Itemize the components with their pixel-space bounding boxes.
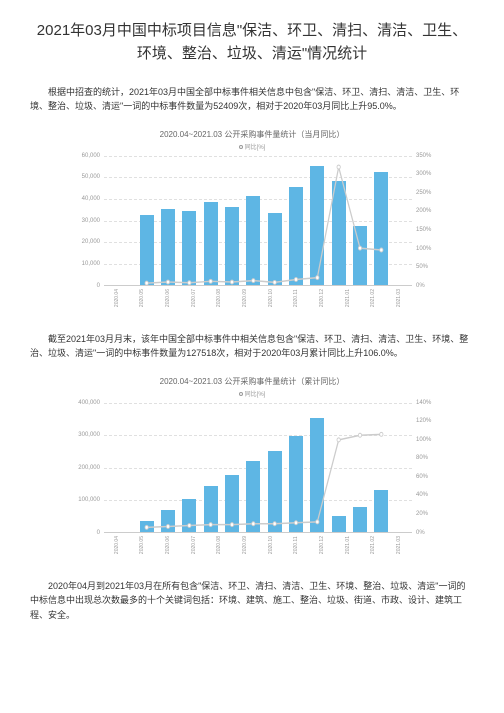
x-label: 2020.10	[268, 536, 274, 554]
paragraph-1: 根据中招查的统计，2021年03月中国全部中标事件相关信息中包含"保洁、环卫、清…	[30, 85, 474, 114]
bar	[246, 461, 260, 531]
y-right-tick: 20%	[416, 511, 428, 517]
x-label: 2020.10	[268, 289, 274, 307]
x-label: 2021.03	[396, 289, 402, 307]
y-right-tick: 200%	[416, 208, 431, 214]
x-label: 2020.04	[114, 289, 120, 307]
chart1-area	[104, 156, 412, 286]
bar	[353, 507, 367, 531]
x-label: 2020.07	[191, 536, 197, 554]
y-left-tick: 30,000	[82, 218, 100, 224]
chart1-container: 0 10,000 20,000 30,000 40,000 50,000 60,000 0%…	[72, 156, 432, 307]
y-right-tick: 40%	[416, 492, 428, 498]
y-right-tick: 0%	[416, 283, 425, 289]
x-label: 2021.01	[345, 289, 351, 307]
y-right-tick: 350%	[416, 153, 431, 159]
bar	[332, 181, 346, 285]
x-label: 2020.08	[216, 536, 222, 554]
chart2-legend: 同比[%]	[30, 389, 474, 398]
x-label: 2020.12	[319, 289, 325, 307]
paragraph-3: 2020年04月到2021年03月在所有包含"保洁、环卫、清扫、清洁、卫生、环境…	[30, 579, 474, 622]
y-left-tick: 50,000	[82, 174, 100, 180]
x-label: 2020.07	[191, 289, 197, 307]
y-left-tick: 20,000	[82, 239, 100, 245]
bar	[204, 202, 218, 284]
chart1-title: 2020.04~2021.03 公开采购事件量统计（当月同比）	[30, 129, 474, 140]
x-label: 2020.06	[165, 289, 171, 307]
bar	[140, 215, 154, 284]
bar	[310, 166, 324, 285]
chart2-area	[104, 403, 412, 533]
x-label: 2020.12	[319, 536, 325, 554]
x-label: 2020.11	[293, 289, 299, 307]
bar	[332, 516, 346, 532]
y-left-tick: 10,000	[82, 261, 100, 267]
chart2-container: 0 100,000 200,000 300,000 400,000 0% 20% 40% 60…	[72, 403, 432, 554]
y-left-tick: 0	[97, 530, 100, 536]
bar	[204, 486, 218, 531]
paragraph-2: 截至2021年03月月末，该年中国全部中标事件中相关信息包含"保洁、环卫、清扫、…	[30, 332, 474, 361]
y-left-tick: 100,000	[78, 497, 100, 503]
x-label: 2021.03	[396, 536, 402, 554]
y-left-tick: 400,000	[78, 400, 100, 406]
bar	[225, 207, 239, 285]
bar	[310, 418, 324, 531]
y-left-tick: 0	[97, 283, 100, 289]
y-right-tick: 300%	[416, 171, 431, 177]
y-right-tick: 250%	[416, 190, 431, 196]
bar	[182, 211, 196, 285]
x-label: 2020.11	[293, 536, 299, 554]
y-right-tick: 140%	[416, 400, 431, 406]
bar	[374, 172, 388, 285]
bar	[182, 499, 196, 532]
bar	[161, 209, 175, 285]
x-label: 2020.06	[165, 536, 171, 554]
page-title: 2021年03月中国中标项目信息"保洁、环卫、清扫、清洁、卫生、环境、整治、垃圾…	[30, 20, 474, 65]
bar	[374, 490, 388, 531]
y-right-tick: 50%	[416, 264, 428, 270]
x-label: 2020.05	[139, 289, 145, 307]
y-right-tick: 100%	[416, 246, 431, 252]
x-label: 2021.02	[370, 536, 376, 554]
bar	[268, 451, 282, 532]
y-right-tick: 60%	[416, 474, 428, 480]
y-right-tick: 150%	[416, 227, 431, 233]
bar	[289, 436, 303, 532]
chart1-legend: 同比[%]	[30, 142, 474, 151]
x-label: 2021.02	[370, 289, 376, 307]
bar	[353, 226, 367, 285]
x-label: 2020.09	[242, 536, 248, 554]
y-left-tick: 200,000	[78, 465, 100, 471]
y-left-tick: 60,000	[82, 153, 100, 159]
x-label: 2020.04	[114, 536, 120, 554]
y-right-tick: 0%	[416, 530, 425, 536]
x-label: 2020.09	[242, 289, 248, 307]
y-left-tick: 40,000	[82, 196, 100, 202]
y-right-tick: 120%	[416, 418, 431, 424]
bar	[225, 475, 239, 532]
bar	[246, 196, 260, 285]
bar	[268, 213, 282, 285]
y-left-tick: 300,000	[78, 432, 100, 438]
bar	[289, 187, 303, 285]
x-label: 2021.01	[345, 536, 351, 554]
y-right-tick: 80%	[416, 455, 428, 461]
x-label: 2020.05	[139, 536, 145, 554]
chart2-title: 2020.04~2021.03 公开采购事件量统计（累计同比）	[30, 376, 474, 387]
y-right-tick: 100%	[416, 437, 431, 443]
bar	[140, 521, 154, 531]
x-label: 2020.08	[216, 289, 222, 307]
bar	[161, 510, 175, 532]
